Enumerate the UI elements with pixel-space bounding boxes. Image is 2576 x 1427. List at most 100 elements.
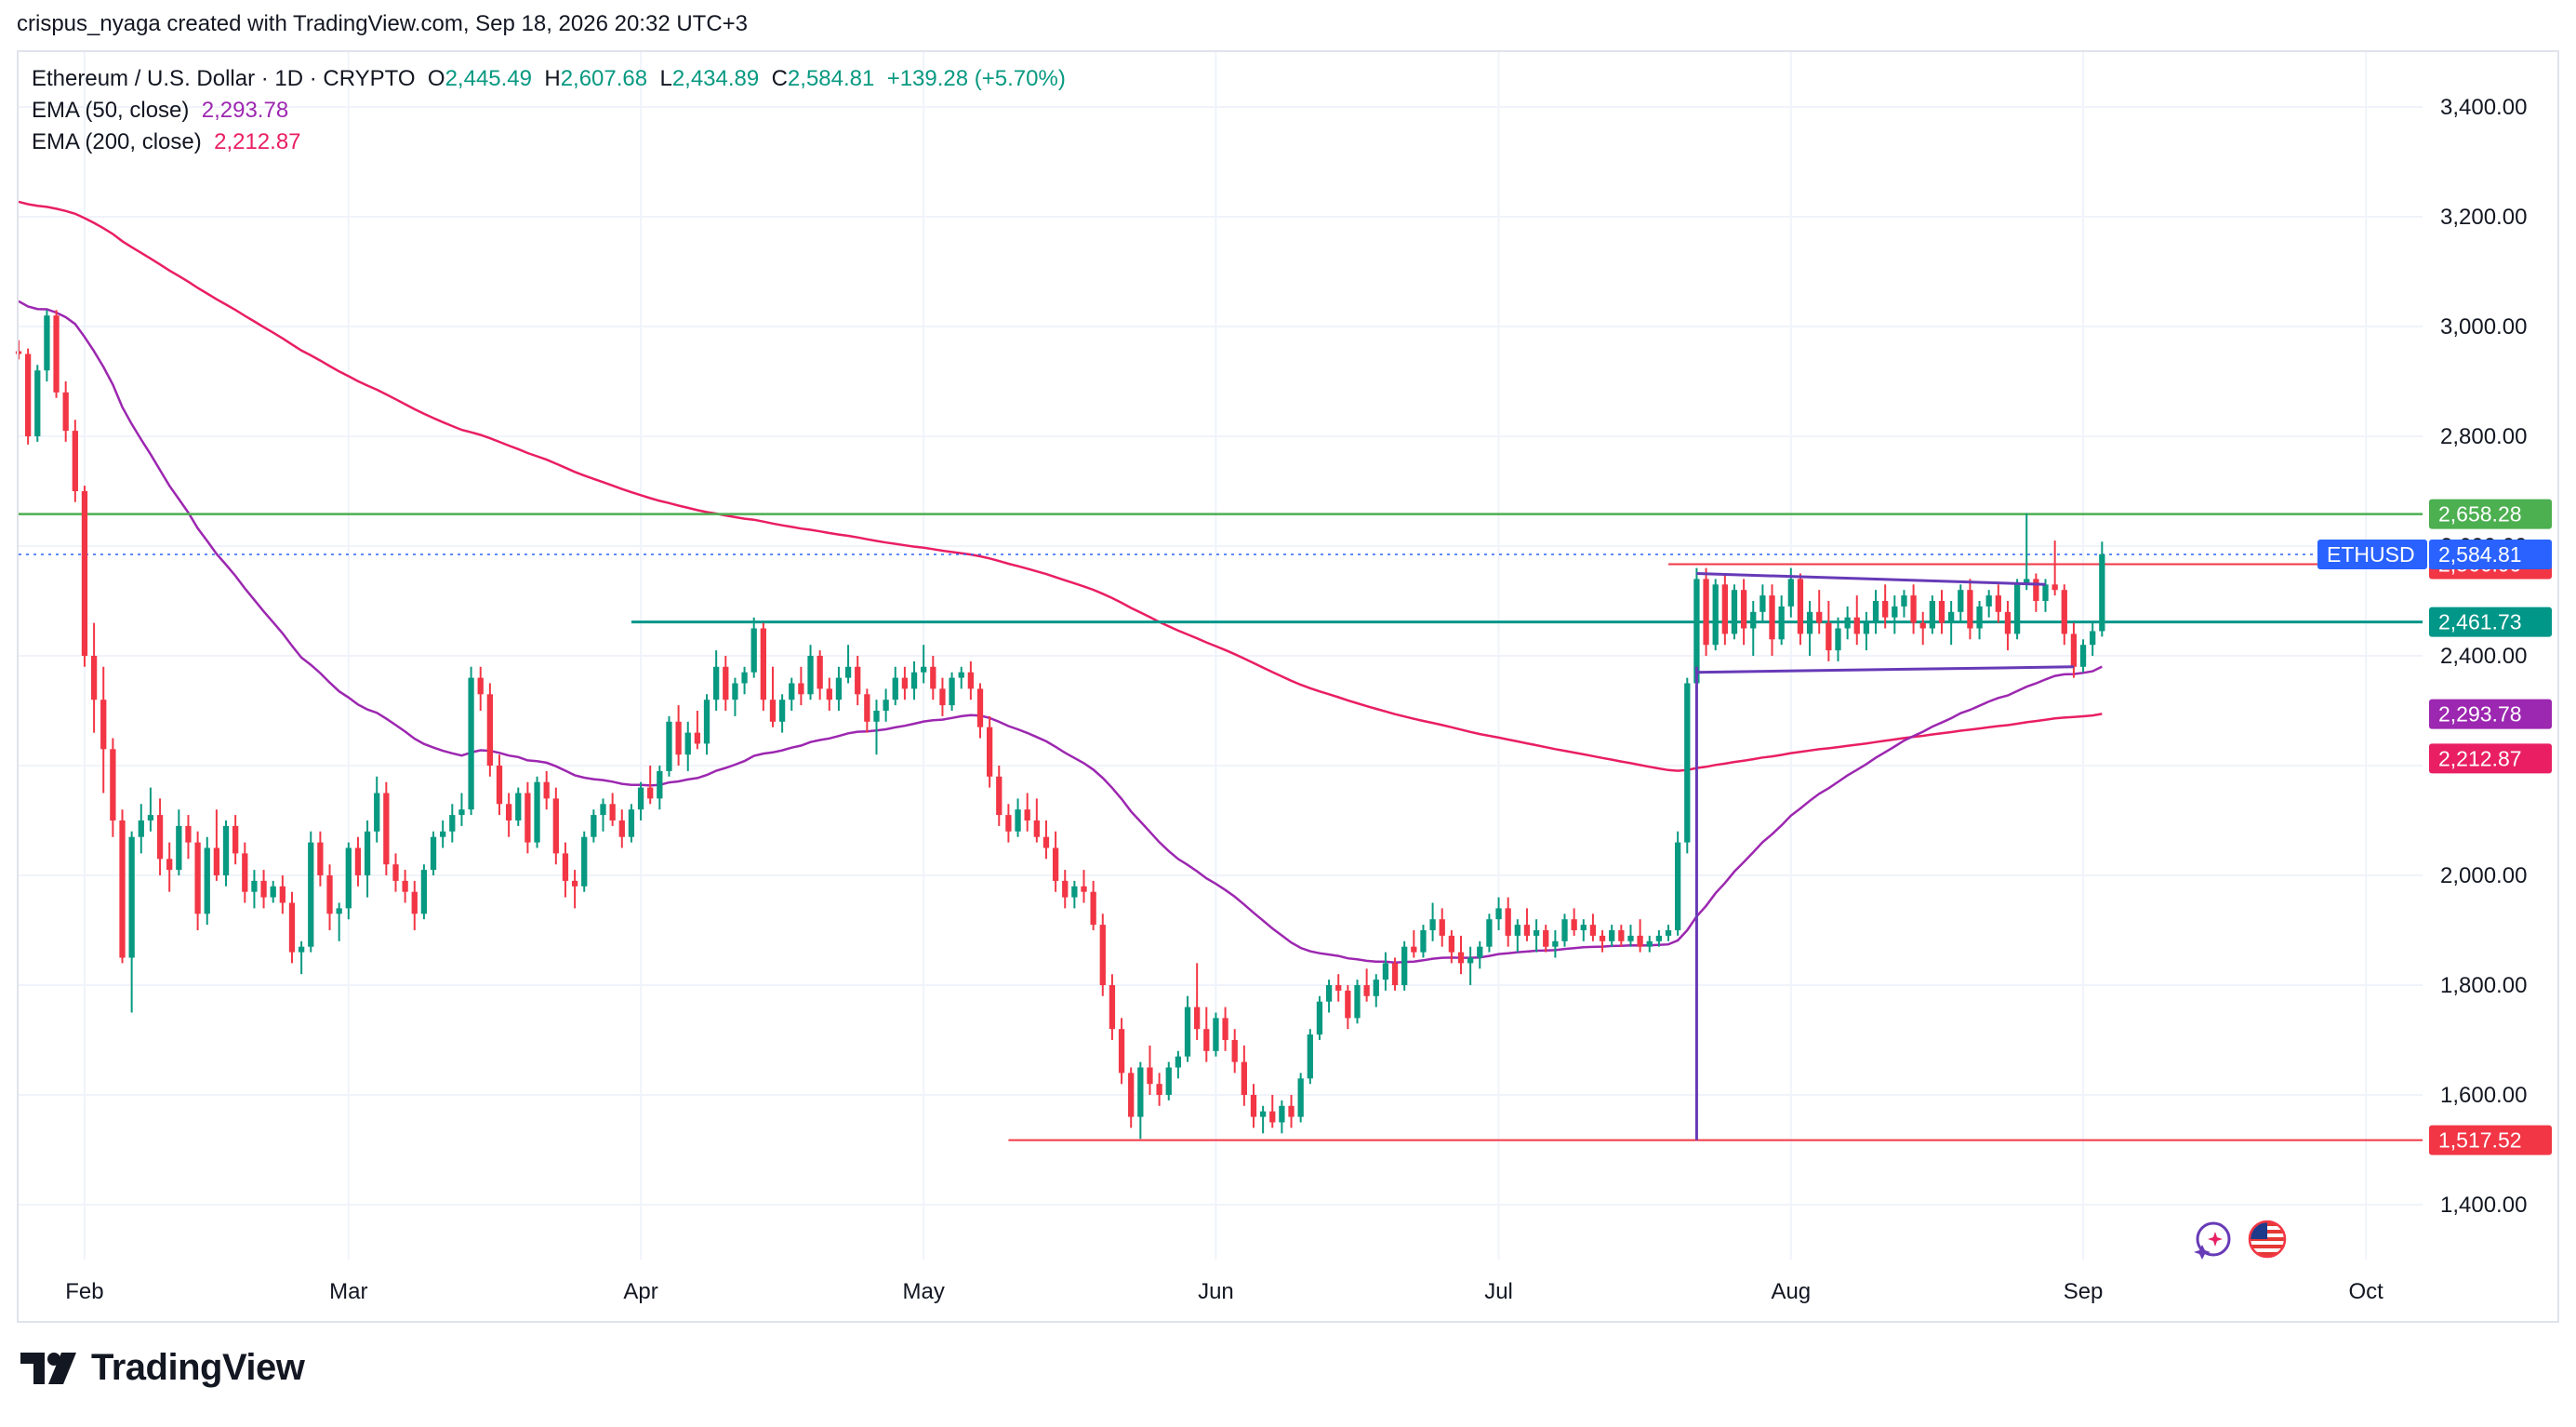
- candle-body: [317, 842, 324, 875]
- candle: [798, 666, 804, 706]
- candle-body: [675, 721, 682, 755]
- candle-body: [1985, 595, 1992, 607]
- candle: [486, 683, 494, 777]
- candle: [901, 666, 909, 700]
- candle: [1203, 1007, 1210, 1062]
- candle: [855, 656, 861, 706]
- last-price-tag: ETHUSD 2,584.81: [2317, 539, 2552, 569]
- y-tick-label: 1,800.00: [2440, 973, 2527, 998]
- candle-body: [1109, 985, 1116, 1030]
- candle-body: [496, 766, 503, 805]
- candle: [1439, 908, 1445, 947]
- candle: [789, 677, 795, 711]
- x-tick-label: Apr: [623, 1279, 657, 1304]
- ema200-line: [18, 200, 2103, 772]
- candle: [194, 831, 201, 930]
- tradingview-logo[interactable]: TradingView: [20, 1347, 305, 1389]
- candle-body: [1665, 930, 1672, 936]
- candle: [24, 348, 32, 445]
- legend-ema50-row[interactable]: EMA (50, close) 2,293.78: [32, 95, 1066, 127]
- candle-body: [430, 836, 437, 871]
- x-tick-label: Sep: [2064, 1279, 2104, 1304]
- legend-ema200-label: EMA (200, close): [32, 129, 202, 154]
- candle-body: [1391, 963, 1399, 985]
- candle: [1523, 908, 1531, 941]
- candle: [1985, 590, 1992, 618]
- candle-body: [628, 809, 635, 837]
- candle-body: [1863, 622, 1870, 634]
- candle-body: [571, 880, 578, 887]
- candle: [1486, 914, 1493, 953]
- candle: [204, 836, 210, 926]
- candle-body: [1118, 1029, 1125, 1074]
- tradingview-logo-icon: [20, 1352, 76, 1384]
- candle: [449, 804, 456, 843]
- candle-body: [609, 804, 616, 820]
- us-flag-icon[interactable]: [2247, 1219, 2288, 1260]
- candle: [1769, 584, 1775, 656]
- candle: [1241, 1045, 1247, 1106]
- candle-body: [910, 672, 918, 689]
- candle-body: [1693, 579, 1700, 684]
- legend-ema200-row[interactable]: EMA (200, close) 2,212.87: [32, 127, 1066, 158]
- candle: [1505, 897, 1511, 947]
- candle: [477, 666, 484, 711]
- candle: [2033, 573, 2039, 612]
- candle-body: [1806, 611, 1813, 634]
- candle-body: [128, 836, 135, 958]
- candle: [1175, 1050, 1182, 1079]
- candle: [2024, 513, 2030, 591]
- candle: [1740, 579, 1747, 646]
- candle-body: [1750, 611, 1757, 629]
- candle: [1750, 601, 1757, 656]
- candle: [1853, 595, 1860, 646]
- candle: [110, 738, 116, 837]
- candle: [637, 781, 644, 820]
- candle: [1345, 985, 1351, 1030]
- candle-body: [392, 864, 399, 881]
- candle-body: [1976, 606, 1983, 629]
- candle: [1655, 930, 1663, 947]
- candle: [666, 715, 672, 777]
- candle: [2042, 579, 2049, 612]
- candle-body: [1703, 579, 1709, 646]
- candle-body: [1505, 908, 1511, 936]
- candle-body: [2033, 579, 2039, 601]
- level-tag-resistance-box: [2429, 499, 2552, 529]
- candle-body: [505, 804, 512, 820]
- candle-body: [1721, 584, 1728, 634]
- candle-body: [53, 315, 60, 393]
- candle: [1090, 880, 1096, 930]
- candle: [1288, 1095, 1295, 1128]
- candle-body: [901, 677, 909, 689]
- candle-body: [336, 908, 342, 914]
- candle: [1543, 925, 1549, 953]
- sparkle-icon[interactable]: [2191, 1219, 2232, 1260]
- candle-body: [1279, 1105, 1285, 1123]
- candle: [1137, 1061, 1144, 1140]
- candle: [1269, 1095, 1276, 1128]
- legend-change: +139.28 (+5.70%): [886, 66, 1066, 91]
- candle: [420, 864, 428, 920]
- candle-body: [543, 781, 550, 799]
- candle-body: [24, 353, 32, 436]
- candle: [732, 677, 738, 716]
- candle: [1250, 1084, 1257, 1128]
- candle-body: [440, 831, 446, 837]
- candle: [1958, 584, 1964, 623]
- candle-body: [374, 793, 380, 832]
- candle: [864, 688, 870, 733]
- candle-body: [308, 842, 314, 947]
- candle-body: [251, 880, 258, 892]
- candle: [1552, 930, 1559, 958]
- candle: [2099, 541, 2105, 637]
- candle-body: [2052, 584, 2058, 591]
- candle: [1015, 798, 1021, 837]
- candle-body: [1165, 1067, 1172, 1095]
- candle: [1411, 930, 1417, 958]
- candle: [543, 770, 550, 810]
- candle-body: [1514, 925, 1520, 936]
- candle: [817, 650, 823, 700]
- candle-body: [1099, 925, 1106, 985]
